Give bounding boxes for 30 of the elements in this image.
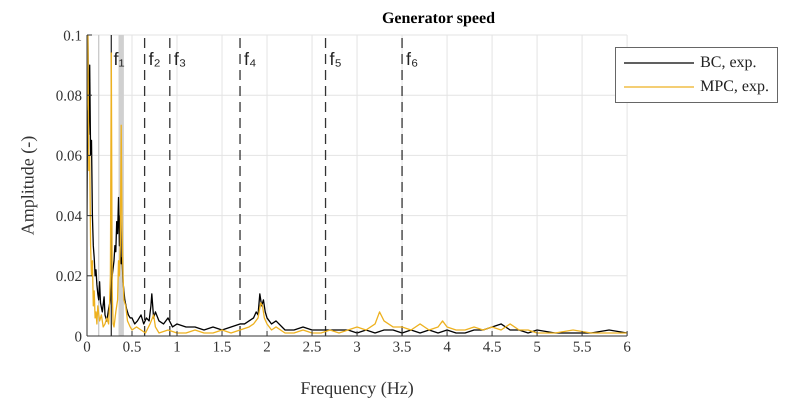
- x-tick-label: 2: [263, 340, 271, 356]
- y-tick-label: 0.08: [56, 88, 82, 105]
- legend-label: BC, exp.: [700, 53, 757, 73]
- x-tick-label: 4.5: [482, 340, 502, 356]
- x-tick-label: 5.5: [572, 340, 592, 356]
- chart-title: Generator speed: [380, 10, 496, 28]
- x-tick-label: 5: [533, 340, 541, 356]
- y-tick-label: 0.06: [56, 148, 82, 165]
- ref-line-label: f₅: [330, 49, 342, 69]
- x-tick-label: 1: [173, 340, 181, 356]
- x-tick-label: 3: [353, 340, 361, 356]
- x-tick-label: 3.5: [392, 340, 412, 356]
- band-label: f₁: [114, 49, 125, 69]
- y-axis-title: Amplitude (-): [17, 136, 38, 236]
- line-series: [87, 35, 628, 334]
- ref-line-label: f₂: [148, 49, 161, 69]
- ref-line-label: f₃: [174, 49, 186, 69]
- y-tick-label: 0.04: [56, 208, 82, 225]
- legend-label: MPC, exp.: [700, 77, 769, 97]
- y-tick-label: 0: [74, 329, 82, 346]
- x-tick-label: 4: [443, 340, 452, 356]
- y-tick-label: 0.1: [63, 28, 82, 44]
- x-tick-label: 2.5: [302, 340, 322, 356]
- x-tick-label: 6: [623, 340, 632, 356]
- y-tick-label: 0.02: [56, 269, 82, 286]
- x-tick-label: 1.5: [212, 340, 232, 356]
- x-tick-label: 0.5: [122, 340, 142, 356]
- ref-line-label: f₆: [406, 49, 418, 69]
- ref-line-label: f₄: [244, 49, 256, 69]
- x-axis-title: Frequency (Hz): [300, 378, 414, 398]
